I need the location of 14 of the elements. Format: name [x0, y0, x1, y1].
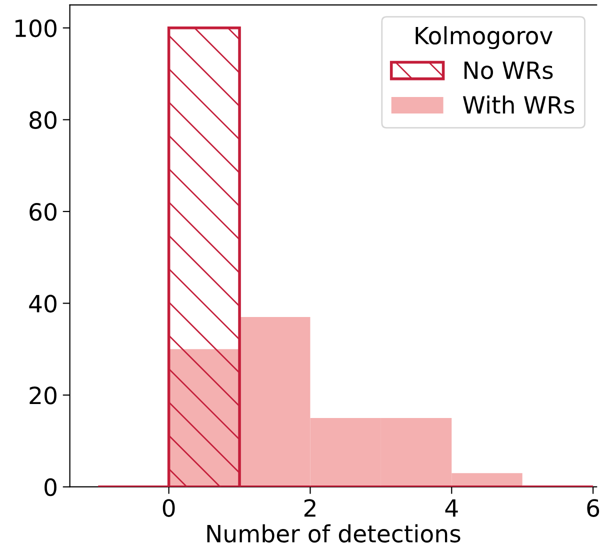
y-tick-label: 60: [30, 202, 56, 221]
legend-title: Kolmogorov: [416, 26, 553, 50]
legend-label: With WRs: [462, 96, 574, 114]
x-axis-title: Number of detections: [207, 524, 460, 543]
y-tick-label: 100: [16, 19, 56, 38]
x-tick-label: 4: [445, 499, 458, 517]
legend-label: No WRs: [464, 62, 553, 80]
y-tick-label: 80: [30, 111, 56, 130]
y-tick-label: 20: [30, 386, 56, 404]
x-tick-label: 2: [304, 499, 316, 517]
x-tick-label: 6: [587, 499, 600, 517]
y-tick-label: 0: [44, 478, 56, 496]
x-tick-label: 0: [162, 499, 175, 517]
y-tick-label: 40: [29, 294, 56, 313]
